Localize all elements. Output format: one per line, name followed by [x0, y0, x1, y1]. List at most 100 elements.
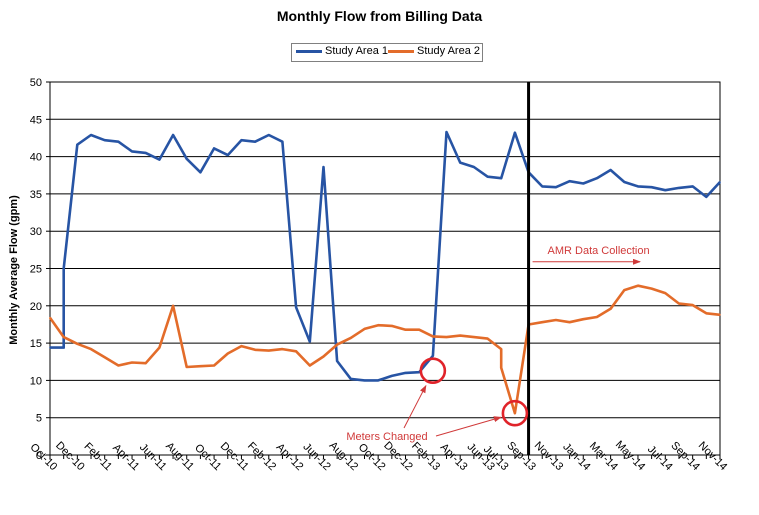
data-point-series-1	[568, 180, 571, 182]
data-point-series-2	[582, 318, 585, 321]
data-point-series-2	[103, 356, 106, 359]
data-point-series-1	[227, 154, 229, 156]
chart-title: Monthly Flow from Billing Data	[276, 8, 483, 24]
y-tick-label: 20	[30, 301, 42, 313]
x-tick-label: Nov-14	[696, 440, 730, 474]
data-point-series-1	[432, 355, 434, 357]
data-point-series-1	[90, 134, 92, 136]
data-point-series-2	[445, 336, 448, 338]
data-point-series-1	[185, 158, 188, 160]
annotation-circle-1	[419, 357, 447, 385]
data-point-series-1	[514, 131, 516, 134]
legend-label-study-area-1: Study Area 1	[325, 45, 388, 57]
data-point-series-1	[158, 158, 161, 161]
x-tick-label: Apr-12	[274, 441, 306, 473]
data-point-series-2	[500, 366, 503, 369]
y-tick-label: 45	[30, 114, 42, 126]
legend-item-study-area-2: Study Area 2	[388, 45, 480, 57]
data-point-series-1	[719, 181, 721, 183]
data-point-series-1	[678, 187, 680, 189]
data-point-series-1	[473, 166, 475, 168]
x-tick-label: Sep-14	[668, 440, 702, 474]
data-point-series-1	[103, 139, 106, 141]
data-point-series-2	[185, 366, 188, 368]
data-point-series-2	[144, 362, 147, 365]
y-tick-label: 25	[30, 264, 42, 276]
data-point-series-1	[650, 186, 653, 188]
data-point-series-1	[131, 150, 133, 153]
data-point-series-2	[336, 343, 338, 346]
data-point-series-1	[117, 140, 120, 143]
data-point-series-2	[240, 345, 243, 347]
x-tick-label: Apr-13	[438, 441, 470, 473]
x-tick-label: Feb-13	[409, 440, 442, 473]
x-tick-label: Feb-11	[81, 441, 114, 474]
data-point-series-1	[309, 340, 311, 343]
data-point-series-2	[459, 334, 462, 337]
data-point-series-1	[377, 379, 380, 382]
data-point-series-2	[719, 314, 721, 316]
x-tick-label: Aug-11	[163, 440, 196, 473]
data-point-series-1	[541, 185, 543, 188]
y-tick-label: 0	[36, 450, 42, 462]
data-point-series-2	[377, 324, 380, 327]
data-point-series-1	[664, 189, 667, 191]
data-point-series-1	[268, 134, 270, 136]
annotation-circle-2	[501, 399, 529, 427]
x-tick-label: Jun-11	[137, 441, 169, 473]
data-point-series-2	[568, 321, 571, 324]
data-point-series-2	[62, 336, 65, 338]
y-tick-label: 10	[30, 375, 42, 387]
data-point-series-2	[117, 364, 120, 367]
series-line-2	[48, 284, 721, 415]
data-point-series-2	[49, 316, 51, 319]
y-tick-label: 50	[30, 77, 42, 89]
data-point-series-1	[404, 372, 407, 374]
data-point-series-1	[172, 134, 174, 136]
data-point-series-2	[514, 412, 516, 415]
data-point-series-1	[240, 139, 243, 141]
y-tick-label: 35	[30, 189, 42, 201]
data-point-series-2	[637, 284, 639, 287]
data-point-series-2	[555, 319, 557, 321]
x-tick-label: Nov-13	[532, 440, 566, 474]
annotation-amr-label: AMR Data Collection	[548, 245, 650, 257]
data-point-series-2	[691, 304, 694, 306]
y-tick-label: 5	[36, 413, 42, 425]
x-tick-label: Jan-14	[560, 441, 592, 473]
data-point-series-2	[650, 287, 653, 290]
x-tick-label: Feb-12	[245, 440, 278, 473]
data-point-series-2	[172, 305, 174, 307]
data-point-series-1	[76, 143, 79, 146]
x-tick-label: May-14	[613, 439, 647, 473]
data-point-series-2	[500, 348, 503, 350]
y-tick-label: 40	[30, 152, 42, 164]
data-point-series-2	[432, 335, 434, 338]
data-point-series-2	[623, 289, 626, 291]
data-point-series-2	[350, 337, 352, 339]
data-point-series-1	[213, 147, 215, 150]
data-point-series-2	[295, 350, 297, 353]
data-point-series-2	[404, 328, 407, 331]
data-point-series-2	[609, 308, 612, 310]
x-tick-label: Dec-10	[53, 440, 87, 474]
data-point-series-1	[609, 169, 612, 171]
data-point-series-2	[705, 312, 708, 315]
data-point-series-1	[295, 306, 297, 309]
data-point-series-2	[309, 364, 311, 367]
data-point-series-1	[350, 378, 352, 380]
data-point-series-1	[199, 171, 202, 174]
data-point-series-1	[637, 185, 639, 188]
legend-swatch-study-area-1	[296, 49, 322, 53]
data-point-series-2	[486, 337, 489, 340]
data-point-series-2	[227, 352, 229, 355]
data-point-series-2	[199, 365, 202, 368]
data-point-series-2	[76, 343, 79, 345]
data-point-series-1	[705, 196, 708, 198]
data-point-series-1	[691, 185, 694, 188]
data-point-series-2	[418, 328, 421, 331]
data-point-series-1	[62, 267, 65, 270]
annotation-meters-arrow-2	[435, 416, 502, 437]
data-point-series-2	[268, 349, 270, 352]
